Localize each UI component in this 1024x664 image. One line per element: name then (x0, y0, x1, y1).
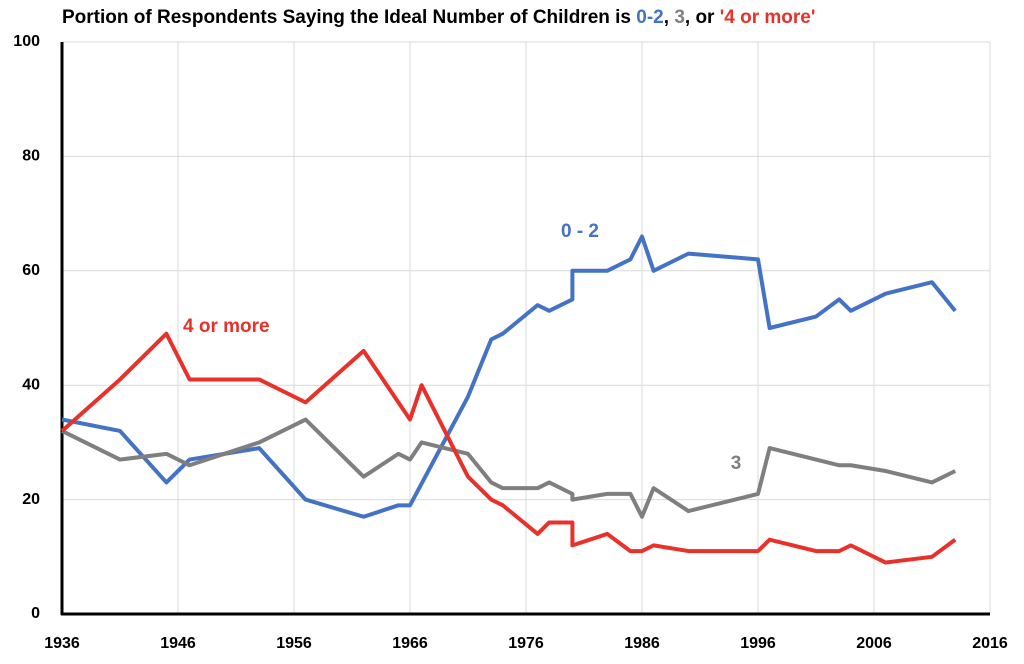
x-tick-label: 2006 (856, 635, 892, 652)
series-label: 4 or more (183, 316, 270, 337)
title-part: 3 (674, 7, 685, 28)
x-tick-label: 1966 (392, 635, 428, 652)
y-tick-label: 40 (22, 376, 40, 393)
x-tick-label: 1956 (276, 635, 312, 652)
series-line (61, 234, 957, 519)
series-label: 3 (731, 453, 742, 474)
y-tick-label: 100 (13, 33, 40, 50)
title-part: , or (685, 7, 720, 28)
title-part: , (664, 7, 675, 28)
x-tick-label: 2016 (972, 635, 1008, 652)
y-tick-label: 20 (22, 491, 40, 508)
y-tick-label: 60 (22, 262, 40, 279)
chart-title: Portion of Respondents Saying the Ideal … (62, 7, 815, 28)
x-tick-label: 1976 (508, 635, 544, 652)
y-tick-label: 0 (31, 605, 40, 622)
series-line (60, 331, 957, 565)
series-line (61, 417, 957, 519)
y-tick-label: 80 (22, 148, 40, 165)
x-tick-label: 1986 (624, 635, 660, 652)
x-tick-label: 1946 (160, 635, 196, 652)
title-part: 0-2 (636, 7, 663, 28)
x-tick-label: 1996 (740, 635, 776, 652)
title-part: '4 or more' (720, 7, 816, 28)
series-label: 0 - 2 (561, 221, 599, 242)
x-tick-label: 1936 (44, 635, 80, 652)
title-part: Portion of Respondents Saying the Ideal … (62, 7, 636, 28)
